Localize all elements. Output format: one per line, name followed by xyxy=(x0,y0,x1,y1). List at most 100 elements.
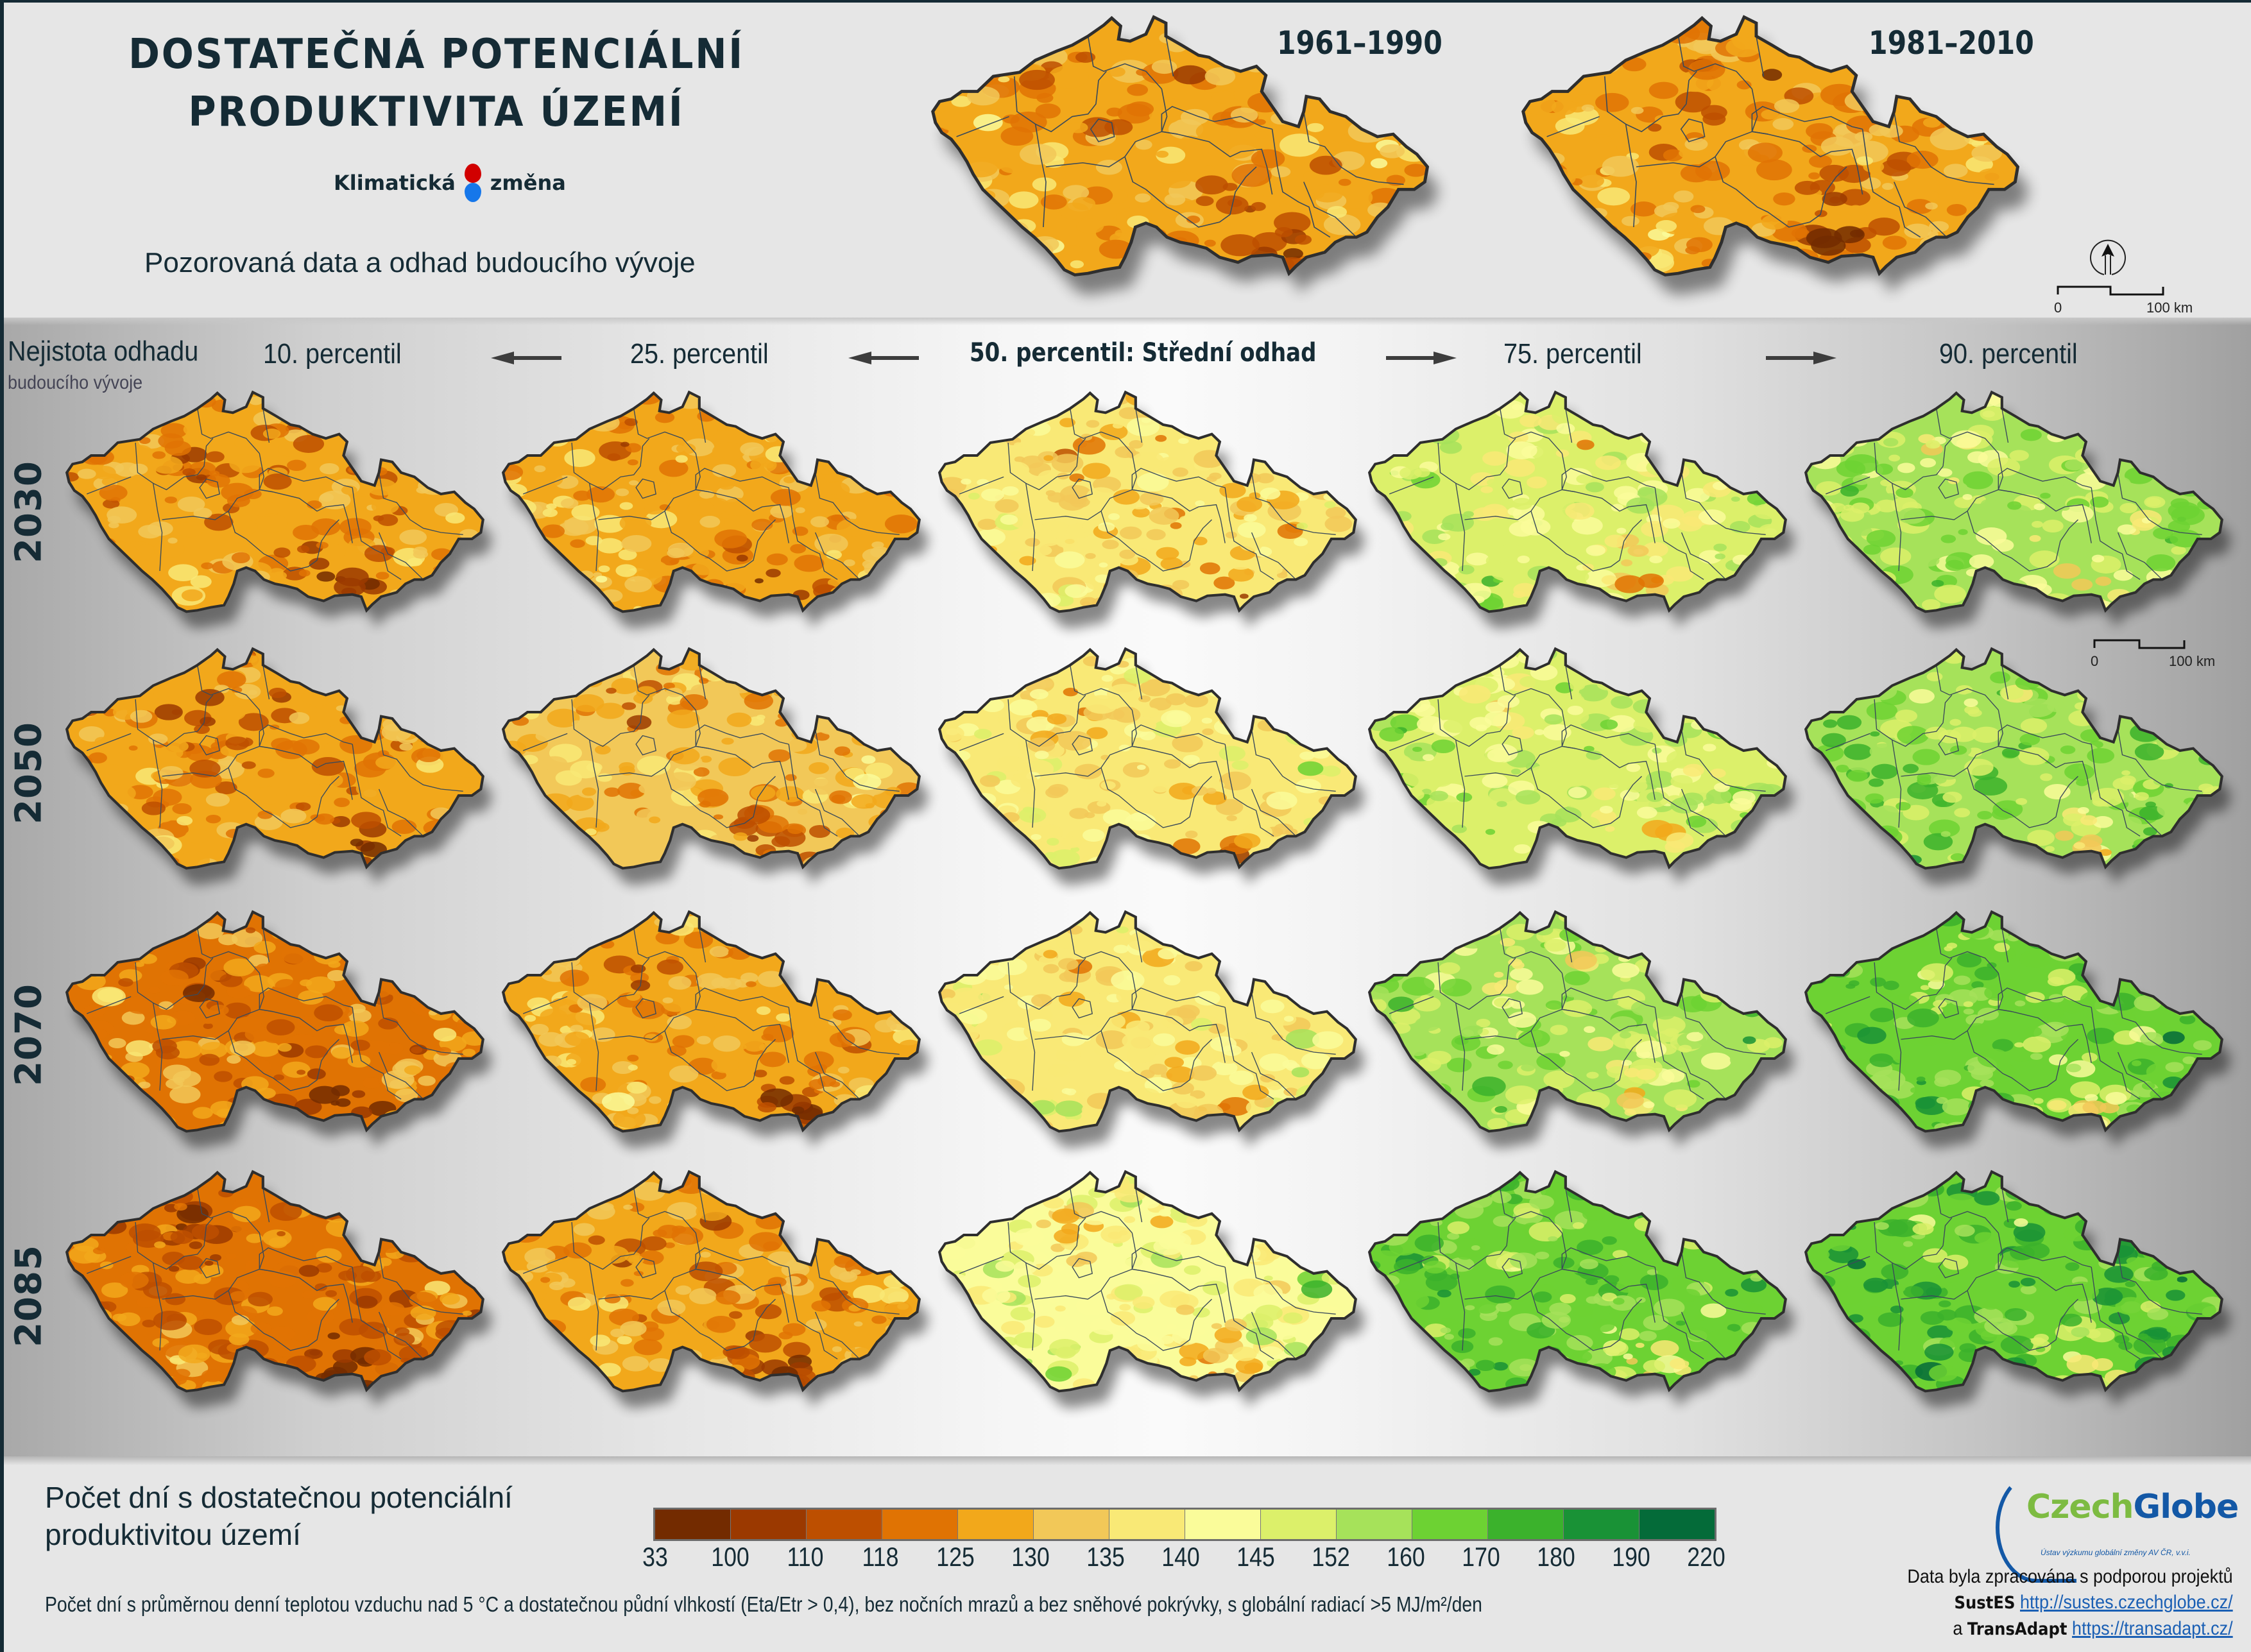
column-label-p25: 25. percentil xyxy=(630,338,769,370)
red-drop-icon xyxy=(464,164,481,183)
map-2085-25pct xyxy=(488,1170,930,1427)
map-2085-75pct xyxy=(1354,1170,1797,1427)
sustes-link[interactable]: http://sustes.czechglobe.cz/ xyxy=(2020,1592,2233,1613)
map-2085-10pct xyxy=(51,1170,494,1427)
legend-description: Počet dní s průměrnou denní teplotou vzd… xyxy=(45,1592,1482,1616)
arrow-right-icon xyxy=(1386,352,1457,364)
color-scale-tick: 135 xyxy=(1086,1542,1125,1572)
scale-end-label: 100 km xyxy=(2169,653,2216,669)
credits-conjunction: a xyxy=(1953,1618,1963,1639)
legend-panel xyxy=(0,1456,2251,1652)
color-bin xyxy=(1261,1510,1337,1539)
scale-zero-label: 0 xyxy=(2091,653,2099,669)
credits-block: Data byla zpracována s podporou projektů… xyxy=(1908,1564,2233,1642)
north-arrow-icon xyxy=(2089,239,2127,277)
color-bin xyxy=(1337,1510,1412,1539)
logo-word-1: Klimatická xyxy=(334,171,456,195)
color-scale-tick: 190 xyxy=(1612,1542,1650,1572)
map-2050-50pct xyxy=(924,647,1367,905)
color-bin xyxy=(655,1510,731,1539)
color-bin xyxy=(1488,1510,1564,1539)
color-scale-bar xyxy=(653,1508,1716,1541)
color-scale-tick: 170 xyxy=(1462,1542,1500,1572)
logo-czech: Czech xyxy=(2026,1488,2134,1526)
color-bin xyxy=(1412,1510,1488,1539)
arrow-right-icon xyxy=(1766,352,1836,364)
scale-end-label: 100 km xyxy=(2146,300,2193,316)
color-scale-tick: 160 xyxy=(1387,1542,1425,1572)
column-label-p50: 50. percentil: Střední odhad xyxy=(970,338,1317,368)
color-scale-tick: 118 xyxy=(862,1542,899,1572)
row-label-2050: 2050 xyxy=(8,722,50,824)
color-scale-tick: 125 xyxy=(936,1542,975,1572)
uncertainty-subtitle: budoucího vývoje xyxy=(8,372,143,393)
map-2030-50pct xyxy=(924,390,1367,648)
scale-bar-top: 0 100 km xyxy=(2054,285,2193,318)
color-bin xyxy=(958,1510,1034,1539)
blue-drop-icon xyxy=(464,183,481,202)
project-transadapt: TransAdapt xyxy=(1967,1619,2067,1639)
color-scale-tick: 33 xyxy=(642,1542,668,1572)
color-scale-tick: 145 xyxy=(1237,1542,1275,1572)
map-2085-90pct xyxy=(1790,1170,2233,1427)
color-scale-tick: 110 xyxy=(787,1542,824,1572)
color-bin xyxy=(1564,1510,1639,1539)
color-scale-tick: 152 xyxy=(1312,1542,1350,1572)
color-bin xyxy=(1185,1510,1261,1539)
scale-bar-grid: 0 100 km xyxy=(2091,639,2215,671)
color-bin xyxy=(1034,1510,1109,1539)
color-scale-tick: 140 xyxy=(1161,1542,1200,1572)
map-2085-50pct xyxy=(924,1170,1367,1427)
color-scale-tick: 180 xyxy=(1537,1542,1575,1572)
map-1981-2010 xyxy=(1505,15,2031,318)
row-label-2085: 2085 xyxy=(8,1245,50,1347)
color-bin xyxy=(882,1510,958,1539)
map-2030-25pct xyxy=(488,390,930,648)
czechglobe-logo[interactable]: CzechGlobe xyxy=(1996,1472,2239,1583)
klimaticka-zmena-logo[interactable]: Klimatická změna xyxy=(334,164,566,202)
scale-zero-label: 0 xyxy=(2054,300,2062,316)
color-scale-tick: 130 xyxy=(1011,1542,1050,1572)
frame-border xyxy=(0,0,4,1652)
frame-border xyxy=(0,0,2251,3)
color-bin xyxy=(1639,1510,1715,1539)
title-line-2: PRODUKTIVITA ÚZEMÍ xyxy=(188,89,685,136)
uncertainty-title: Nejistota odhadu xyxy=(8,336,199,367)
arrow-left-icon xyxy=(491,352,561,364)
page-subtitle: Pozorovaná data a odhad budoucího vývoje xyxy=(144,247,696,278)
map-2030-90pct xyxy=(1790,390,2233,648)
color-bin xyxy=(1109,1510,1185,1539)
column-label-p75: 75. percentil xyxy=(1503,338,1642,370)
map-2070-75pct xyxy=(1354,910,1797,1168)
arrow-left-icon xyxy=(848,352,919,364)
row-label-2030: 2030 xyxy=(8,461,50,563)
map-2030-75pct xyxy=(1354,390,1797,648)
row-label-2070: 2070 xyxy=(8,984,50,1086)
color-bin xyxy=(807,1510,882,1539)
map-2050-75pct xyxy=(1354,647,1797,905)
credits-line: Data byla zpracována s podporou projektů xyxy=(1907,1566,2233,1587)
drops-icon xyxy=(464,164,481,202)
logo-arc-icon xyxy=(1996,1472,2076,1583)
column-label-p10: 10. percentil xyxy=(263,338,402,370)
period-label-1961-1990: 1961–1990 xyxy=(1277,24,1442,62)
logo-globe: Globe xyxy=(2133,1488,2239,1526)
map-2050-10pct xyxy=(51,647,494,905)
period-label-1981-2010: 1981–2010 xyxy=(1869,24,2034,62)
map-2070-10pct xyxy=(51,910,494,1168)
legend-title: Počet dní s dostatečnou potenciální prod… xyxy=(45,1481,513,1551)
color-scale-tick: 220 xyxy=(1687,1542,1725,1572)
page-title: DOSTATEČNÁ POTENCIÁLNÍ PRODUKTIVITA ÚZEM… xyxy=(106,26,767,141)
project-sustes: SustES xyxy=(1954,1593,2016,1613)
map-2050-25pct xyxy=(488,647,930,905)
map-2030-10pct xyxy=(51,390,494,648)
column-label-p90: 90. percentil xyxy=(1939,338,2078,370)
color-scale-tick: 100 xyxy=(711,1542,749,1572)
map-1961-1990 xyxy=(914,15,1441,318)
map-2050-90pct xyxy=(1790,647,2233,905)
map-2070-25pct xyxy=(488,910,930,1168)
map-2070-90pct xyxy=(1790,910,2233,1168)
org-subtitle: Ústav výzkumu globální změny AV ČR, v.v.… xyxy=(2041,1548,2191,1557)
transadapt-link[interactable]: https://transadapt.cz/ xyxy=(2072,1618,2233,1639)
color-bin xyxy=(731,1510,807,1539)
